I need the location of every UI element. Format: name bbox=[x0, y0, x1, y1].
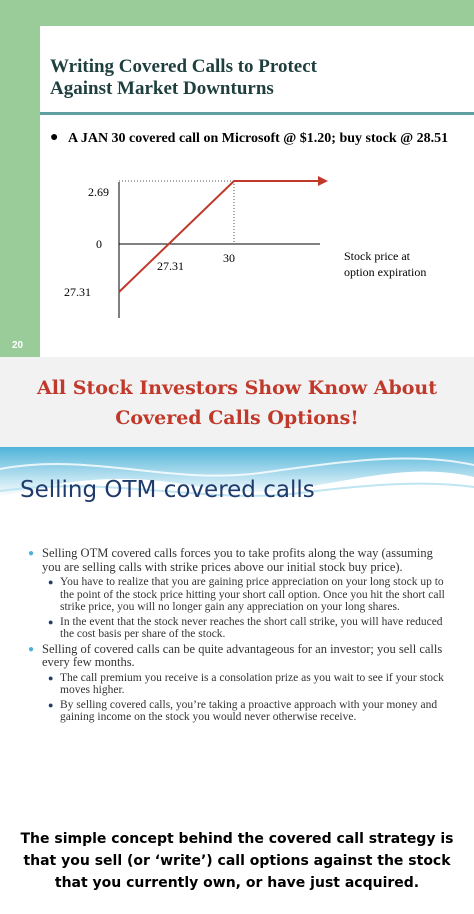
slide-bullet: A JAN 30 covered call on Microsoft @ $1.… bbox=[68, 131, 449, 146]
slide-title: Writing Covered Calls to Protect Against… bbox=[50, 56, 460, 100]
bullet-list: ● Selling OTM covered calls forces you to… bbox=[28, 546, 448, 726]
y-label-bottom: 27.31 bbox=[64, 285, 91, 299]
bullet-icon: ● bbox=[48, 699, 54, 710]
covered-call-slide: 20 Writing Covered Calls to Protect Agai… bbox=[0, 0, 474, 357]
green-top-bar bbox=[40, 0, 474, 26]
x-label-breakeven: 27.31 bbox=[157, 259, 184, 273]
slide-number: 20 bbox=[12, 340, 24, 351]
payoff-arrow-head bbox=[318, 176, 328, 186]
list-item: ● You have to realize that you are gainin… bbox=[48, 576, 445, 613]
caption-text: The simple concept behind the covered ca… bbox=[20, 831, 454, 891]
otm-covered-calls-slide: Selling OTM covered calls ● Selling OTM c… bbox=[0, 447, 474, 810]
list-item: ● Selling OTM covered calls forces you to… bbox=[28, 546, 433, 574]
promo-banner: All Stock Investors Show Know About Cove… bbox=[0, 357, 474, 447]
axis-annotation-line-2: option expiration bbox=[344, 265, 426, 279]
payoff-line bbox=[118, 180, 318, 293]
bullet-icon: ● bbox=[28, 643, 35, 655]
x-label-strike: 30 bbox=[223, 251, 235, 265]
y-label-top: 2.69 bbox=[88, 185, 109, 199]
bullet-icon: ● bbox=[28, 548, 35, 559]
list-item: ● Selling of covered calls can be quite a… bbox=[28, 641, 443, 669]
slide-title-line-1: Writing Covered Calls to Protect bbox=[50, 56, 318, 77]
banner-line-1: All Stock Investors Show Know About bbox=[36, 377, 438, 399]
banner-line-2: Covered Calls Options! bbox=[115, 407, 359, 429]
y-label-zero: 0 bbox=[96, 237, 102, 251]
payoff-diagram: 2.69 0 27.31 27.31 30 Stock price at opt… bbox=[64, 176, 426, 318]
slide-title: Selling OTM covered calls bbox=[20, 477, 315, 503]
list-item: ● By selling covered calls, you’re taking… bbox=[48, 698, 438, 724]
bullet-icon: ● bbox=[48, 577, 54, 587]
green-side-bar bbox=[0, 0, 40, 357]
summary-caption: The simple concept behind the covered ca… bbox=[0, 810, 474, 914]
list-item: ● In the event that the stock never reach… bbox=[48, 615, 443, 641]
bullet-icon: ● bbox=[48, 672, 54, 683]
wave-header-graphic bbox=[0, 447, 474, 537]
slide-title-line-2: Against Market Downturns bbox=[50, 78, 274, 99]
bullet-icon: ● bbox=[50, 130, 59, 145]
list-item: ● The call premium you receive is a conso… bbox=[48, 671, 444, 697]
axis-annotation-line-1: Stock price at bbox=[344, 249, 411, 263]
bullet-icon: ● bbox=[48, 616, 54, 627]
title-divider bbox=[40, 112, 474, 115]
